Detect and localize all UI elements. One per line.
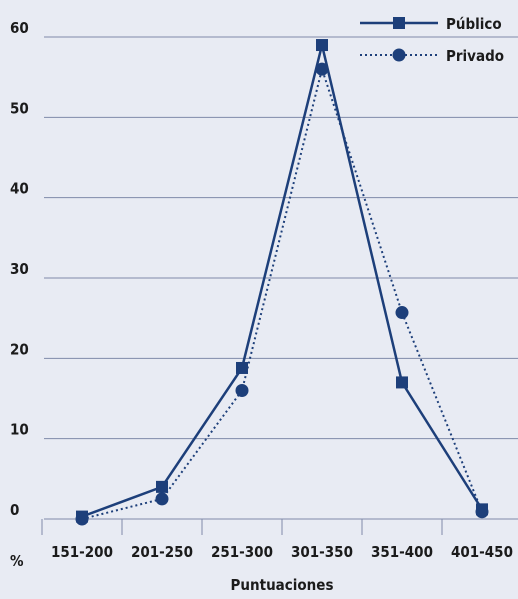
- gridlines: [44, 36, 518, 440]
- y-axis-unit-label: %: [10, 552, 24, 570]
- point-privado-301-350: [315, 62, 329, 76]
- point-publico-251-300: [236, 361, 248, 374]
- legend-label-publico: Público: [446, 15, 502, 33]
- x-tick-label-301-350: 301-350: [291, 543, 353, 561]
- x-tick-label-201-250: 201-250: [131, 543, 193, 561]
- y-axis-ticks: 0 10 20 30 40 50 60: [10, 19, 29, 519]
- x-axis: 151-200 201-250 251-300 301-350 351-400 401-4…: [41, 518, 518, 561]
- legend-marker-publico: [393, 17, 405, 29]
- y-tick-label-20: 20: [10, 340, 29, 358]
- point-publico-401-450: [476, 503, 488, 516]
- y-tick-label-40: 40: [10, 180, 29, 198]
- x-tick-label-151-200: 151-200: [51, 543, 113, 561]
- point-publico-301-350: [316, 39, 328, 52]
- point-publico-151-200: [76, 510, 88, 523]
- y-tick-label-60: 60: [10, 19, 29, 37]
- y-tick-label-30: 30: [10, 260, 29, 278]
- y-tick-label-0: 0: [10, 501, 19, 519]
- point-privado-351-400: [395, 306, 409, 320]
- series-line-publico: [81, 44, 484, 518]
- y-tick-label-50: 50: [10, 99, 29, 117]
- point-publico-201-250: [156, 480, 168, 493]
- point-privado-201-250: [155, 492, 169, 506]
- x-tick-label-251-300: 251-300: [211, 543, 273, 561]
- x-tick-label-351-400: 351-400: [371, 543, 433, 561]
- x-tick-label-401-450: 401-450: [451, 543, 513, 561]
- legend: Público Privado: [360, 15, 504, 65]
- data-series: [75, 39, 489, 526]
- point-privado-251-300: [235, 383, 249, 397]
- x-axis-title: Puntuaciones: [231, 576, 334, 594]
- point-publico-351-400: [396, 376, 408, 389]
- legend-marker-privado: [392, 48, 406, 62]
- y-tick-label-10: 10: [10, 421, 29, 439]
- legend-label-privado: Privado: [446, 47, 504, 65]
- series-line-privado: [81, 65, 483, 520]
